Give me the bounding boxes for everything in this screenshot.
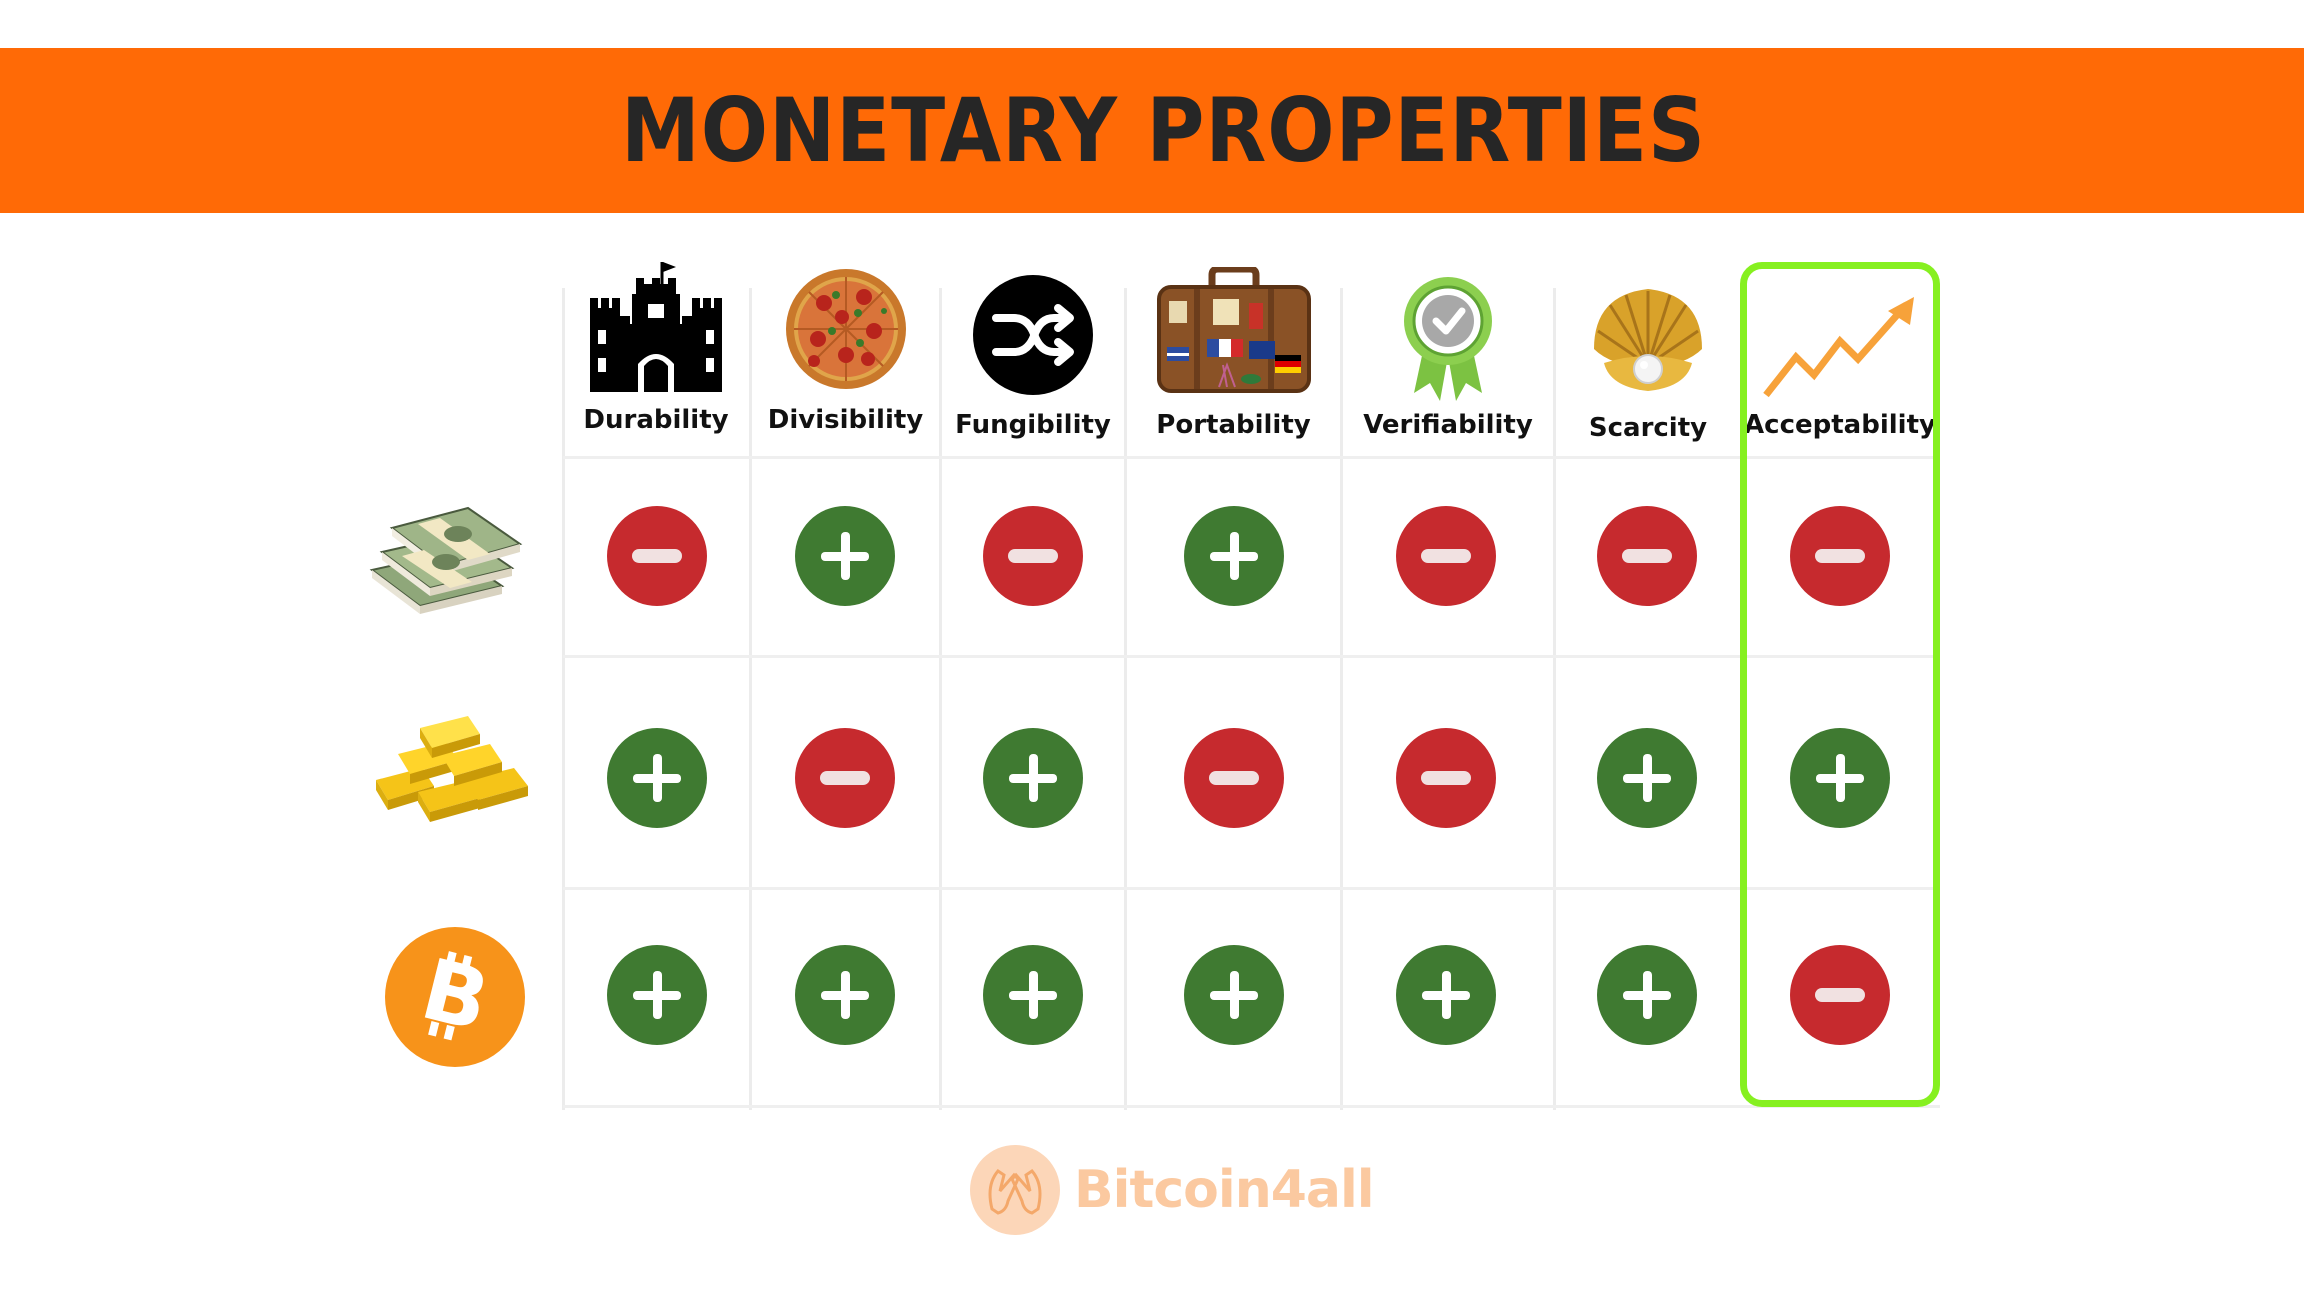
brand-name: Bitcoin4all: [1074, 1160, 1375, 1220]
plus-icon: [983, 945, 1083, 1045]
grid-line: [563, 1105, 1940, 1108]
plus-icon: [607, 728, 707, 828]
plus-icon: [1597, 945, 1697, 1045]
plus-icon: [795, 506, 895, 606]
column-label: Acceptability: [1744, 410, 1936, 440]
column-label: Scarcity: [1588, 413, 1708, 443]
brand-hands-icon: [970, 1145, 1060, 1235]
plus-icon: [983, 728, 1083, 828]
minus-icon: [1184, 728, 1284, 828]
grid-line: [563, 655, 1940, 658]
title-banner: MONETARY PROPERTIES: [0, 48, 2304, 213]
grid-line: [1553, 288, 1556, 1110]
cash-stack-icon: [369, 506, 523, 614]
footer-logo: Bitcoin4all: [970, 1145, 1375, 1235]
column-header-fungibility: Fungibility: [942, 255, 1124, 455]
seashell-pearl-icon: [1594, 289, 1702, 391]
minus-icon: [1597, 506, 1697, 606]
column-label: Verifiability: [1363, 410, 1533, 440]
award-badge-icon: [1404, 277, 1492, 401]
column-label: Portability: [1156, 410, 1311, 440]
plus-icon: [1184, 945, 1284, 1045]
shuffle-icon: [973, 275, 1093, 395]
minus-icon: [1396, 506, 1496, 606]
plus-icon: [1184, 506, 1284, 606]
minus-icon: [1396, 728, 1496, 828]
bitcoin-icon: B: [385, 927, 525, 1067]
column-label: Fungibility: [955, 410, 1111, 440]
column-header-portability: Portability: [1127, 255, 1340, 455]
grid-line: [562, 288, 565, 1110]
castle-icon: [590, 262, 722, 392]
column-header-acceptability: Acceptability: [1744, 255, 1936, 455]
column-header-divisibility: Divisibility: [752, 255, 939, 455]
grid-line: [563, 456, 1940, 459]
column-header-scarcity: Scarcity: [1556, 255, 1740, 455]
minus-icon: [983, 506, 1083, 606]
column-header-verifiability: Verifiability: [1343, 255, 1553, 455]
minus-icon: [795, 728, 895, 828]
grid-line: [1340, 288, 1343, 1110]
plus-icon: [607, 945, 707, 1045]
page-title: MONETARY PROPERTIES: [620, 79, 1706, 182]
pizza-icon: [785, 269, 906, 389]
minus-icon: [1790, 506, 1890, 606]
minus-icon: [1790, 945, 1890, 1045]
minus-icon: [607, 506, 707, 606]
column-label: Divisibility: [767, 405, 924, 435]
plus-icon: [1597, 728, 1697, 828]
trend-arrow-icon: [1763, 297, 1914, 398]
plus-icon: [1396, 945, 1496, 1045]
grid-line: [563, 887, 1940, 890]
suitcase-icon: [1156, 267, 1311, 393]
grid-line: [939, 288, 942, 1110]
plus-icon: [1790, 728, 1890, 828]
grid-line: [1124, 288, 1127, 1110]
column-header-durability: Durability: [563, 255, 749, 455]
plus-icon: [795, 945, 895, 1045]
gold-bars-icon: [376, 716, 528, 822]
grid-line: [749, 288, 752, 1110]
column-label: Durability: [583, 405, 729, 435]
acceptability-highlight-box: [1740, 262, 1940, 1107]
